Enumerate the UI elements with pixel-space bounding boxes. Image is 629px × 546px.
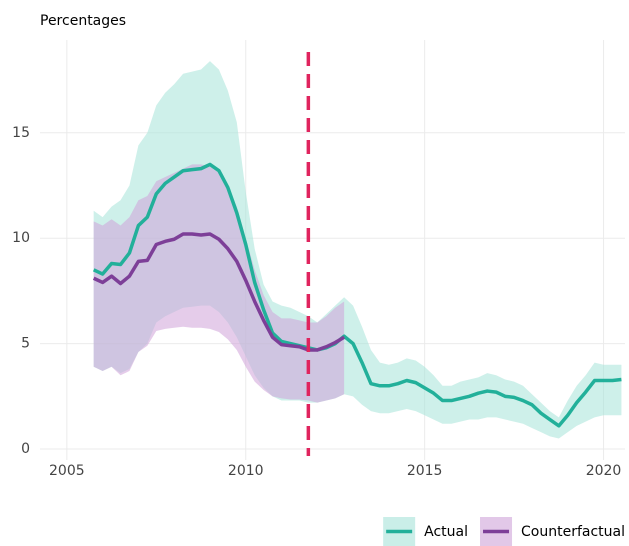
y-axis-label: Percentages (40, 13, 126, 29)
x-tick-label: 2010 (228, 463, 264, 479)
y-tick-label: 5 (21, 336, 30, 352)
legend-label: Counterfactual (521, 524, 625, 540)
series-line (92, 232, 346, 352)
legend-label: Actual (424, 524, 468, 540)
x-tick-label: 2005 (49, 463, 85, 479)
y-tick-label: 0 (21, 441, 30, 457)
x-tick-label: 2020 (586, 463, 622, 479)
series-line (92, 162, 622, 428)
y-tick-label: 15 (12, 125, 30, 141)
confidence-band (93, 61, 622, 439)
y-tick-label: 10 (12, 230, 30, 246)
x-tick-label: 2015 (407, 463, 443, 479)
